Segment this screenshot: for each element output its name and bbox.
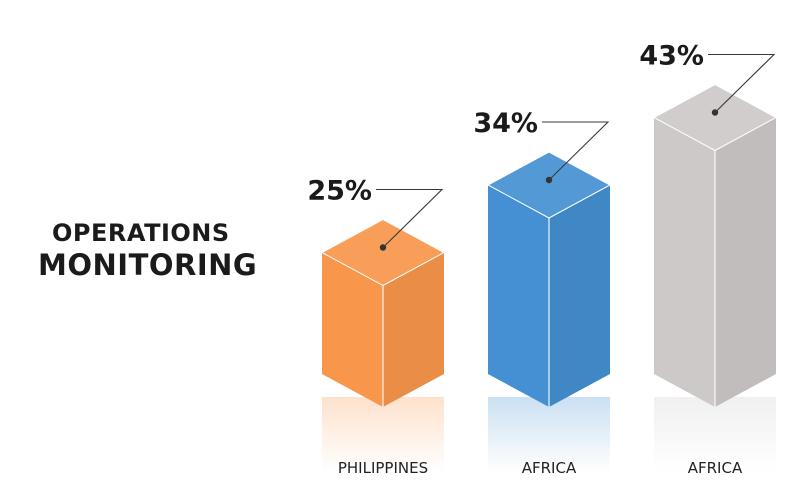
category-label: AFRICA bbox=[688, 459, 743, 477]
bar-left-face bbox=[488, 185, 549, 407]
bar-reflection bbox=[322, 397, 444, 472]
data-label-leader-line bbox=[376, 188, 444, 248]
bar-left-face bbox=[322, 252, 383, 407]
category-label: AFRICA bbox=[522, 459, 577, 477]
chart-title-line-1: OPERATIONS bbox=[52, 219, 230, 247]
data-label: 43% bbox=[639, 41, 704, 72]
bar-reflection bbox=[488, 397, 610, 472]
bar-left-face bbox=[654, 117, 715, 407]
bar-right-face bbox=[549, 185, 610, 407]
bar-right-face bbox=[715, 117, 776, 407]
category-label: PHILIPPINES bbox=[338, 459, 428, 477]
bar-reflection bbox=[654, 397, 776, 472]
data-label-leader-line bbox=[708, 53, 776, 113]
bar-right-face bbox=[383, 252, 444, 407]
chart-title-line-2: MONITORING bbox=[38, 248, 258, 282]
data-label: 25% bbox=[307, 176, 372, 207]
data-label-leader-line bbox=[542, 121, 610, 181]
data-label: 34% bbox=[473, 108, 538, 139]
